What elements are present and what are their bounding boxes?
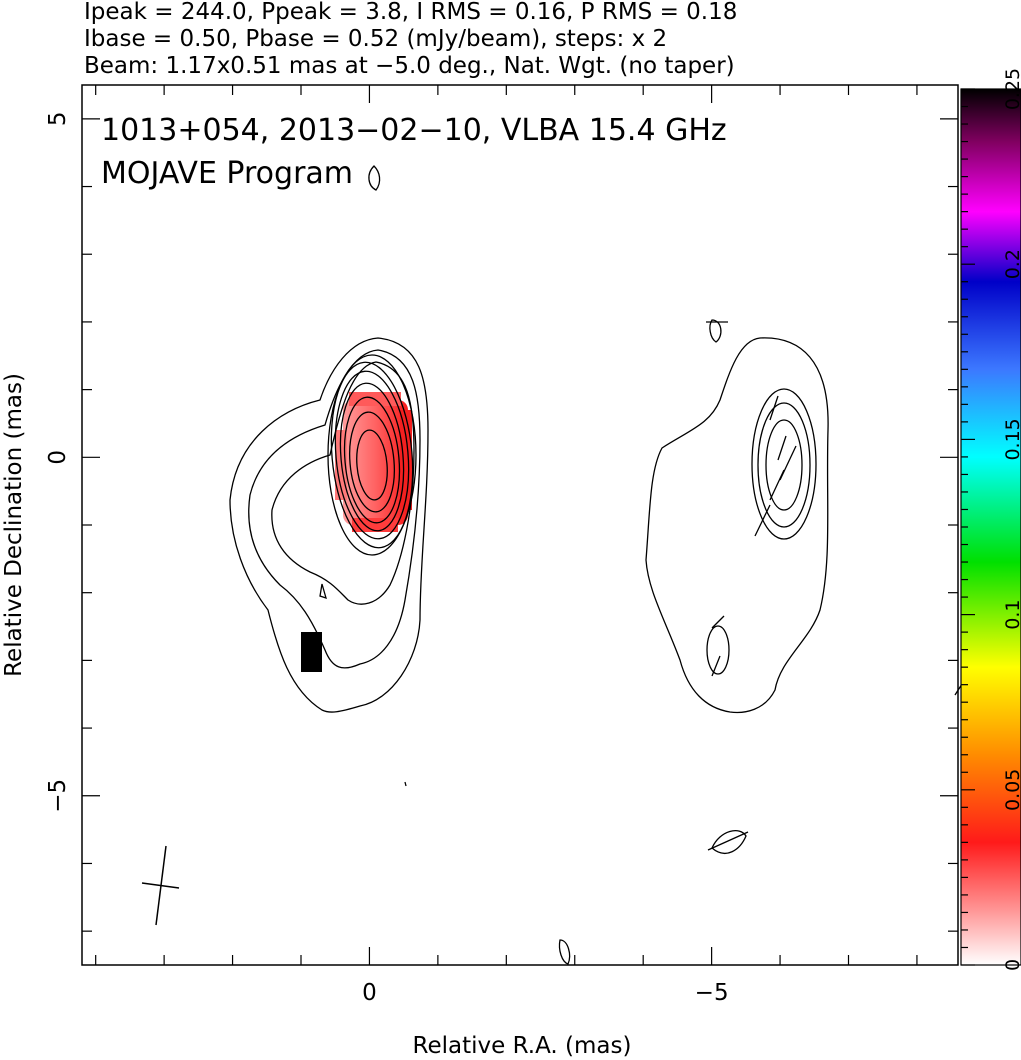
contour-8 xyxy=(343,396,401,524)
contour-9 xyxy=(349,411,395,513)
colorbar-tick-label: 0.05 xyxy=(1002,769,1021,811)
contour-7 xyxy=(339,382,405,532)
intensity-contours xyxy=(229,165,829,965)
contour-secondary-outer xyxy=(645,337,829,714)
colorbar-tick-label: 0.25 xyxy=(1002,68,1021,110)
y-axis-label: Relative Declination (mas) xyxy=(1,373,27,677)
colorbar-tick-label: 0 xyxy=(1002,959,1021,971)
contour-lower-right xyxy=(711,830,747,854)
colorbar-tick-label: 0.15 xyxy=(1002,418,1021,460)
colorbar-tick-label: 0.1 xyxy=(1002,599,1021,629)
x-tick-label: −5 xyxy=(695,980,729,1006)
header-line-2: Ibase = 0.50, Pbase = 0.52 (mJy/beam), s… xyxy=(84,26,667,52)
y-tick-label: 5 xyxy=(45,112,71,127)
x-tick-label: 0 xyxy=(362,980,377,1006)
colorbar-tick-label: 0.2 xyxy=(1002,249,1021,279)
x-axis-label: Relative R.A. (mas) xyxy=(413,1033,632,1059)
contour-10 xyxy=(356,429,388,501)
header-line-3: Beam: 1.17x0.51 mas at −5.0 deg., Nat. W… xyxy=(84,53,735,79)
contour-outer xyxy=(229,337,429,713)
y-tick-label: −5 xyxy=(45,779,71,813)
contour-3 xyxy=(271,361,415,605)
colorbar xyxy=(960,88,1021,966)
contour-secondary-2 xyxy=(751,388,817,540)
minor-ticks xyxy=(82,85,958,965)
header-line-1: Ipeak = 244.0, Ppeak = 3.8, I RMS = 0.16… xyxy=(84,0,737,25)
contour-core-top xyxy=(368,165,381,191)
contour-secondary-top xyxy=(709,319,722,343)
y-tick-label: 0 xyxy=(45,450,71,465)
polarization-artifact xyxy=(301,632,322,672)
contour-small-core xyxy=(319,583,327,600)
program-annotation: MOJAVE Program xyxy=(101,156,353,191)
beam-cross xyxy=(141,845,180,926)
y-tick-labels: 5 0 −5 xyxy=(45,112,71,813)
contour-4 xyxy=(327,354,417,556)
contour-secondary-3 xyxy=(757,402,811,528)
contour-bottom xyxy=(558,939,571,965)
contour-secondary-lower xyxy=(706,625,730,675)
contour-secondary-4 xyxy=(765,419,803,511)
evpa-vectors xyxy=(404,321,963,851)
contour-2 xyxy=(248,349,421,669)
plot-frame xyxy=(81,84,959,966)
x-tick-labels: 0 −5 xyxy=(362,980,728,1006)
colorbar-tick-labels: 0 0.05 0.1 0.15 0.2 0.25 xyxy=(1002,68,1021,971)
source-annotation: 1013+054, 2013−02−10, VLBA 15.4 GHz xyxy=(101,113,727,148)
contour-6 xyxy=(334,370,410,540)
colorbar-ticks xyxy=(961,88,975,966)
contour-5 xyxy=(330,361,414,549)
